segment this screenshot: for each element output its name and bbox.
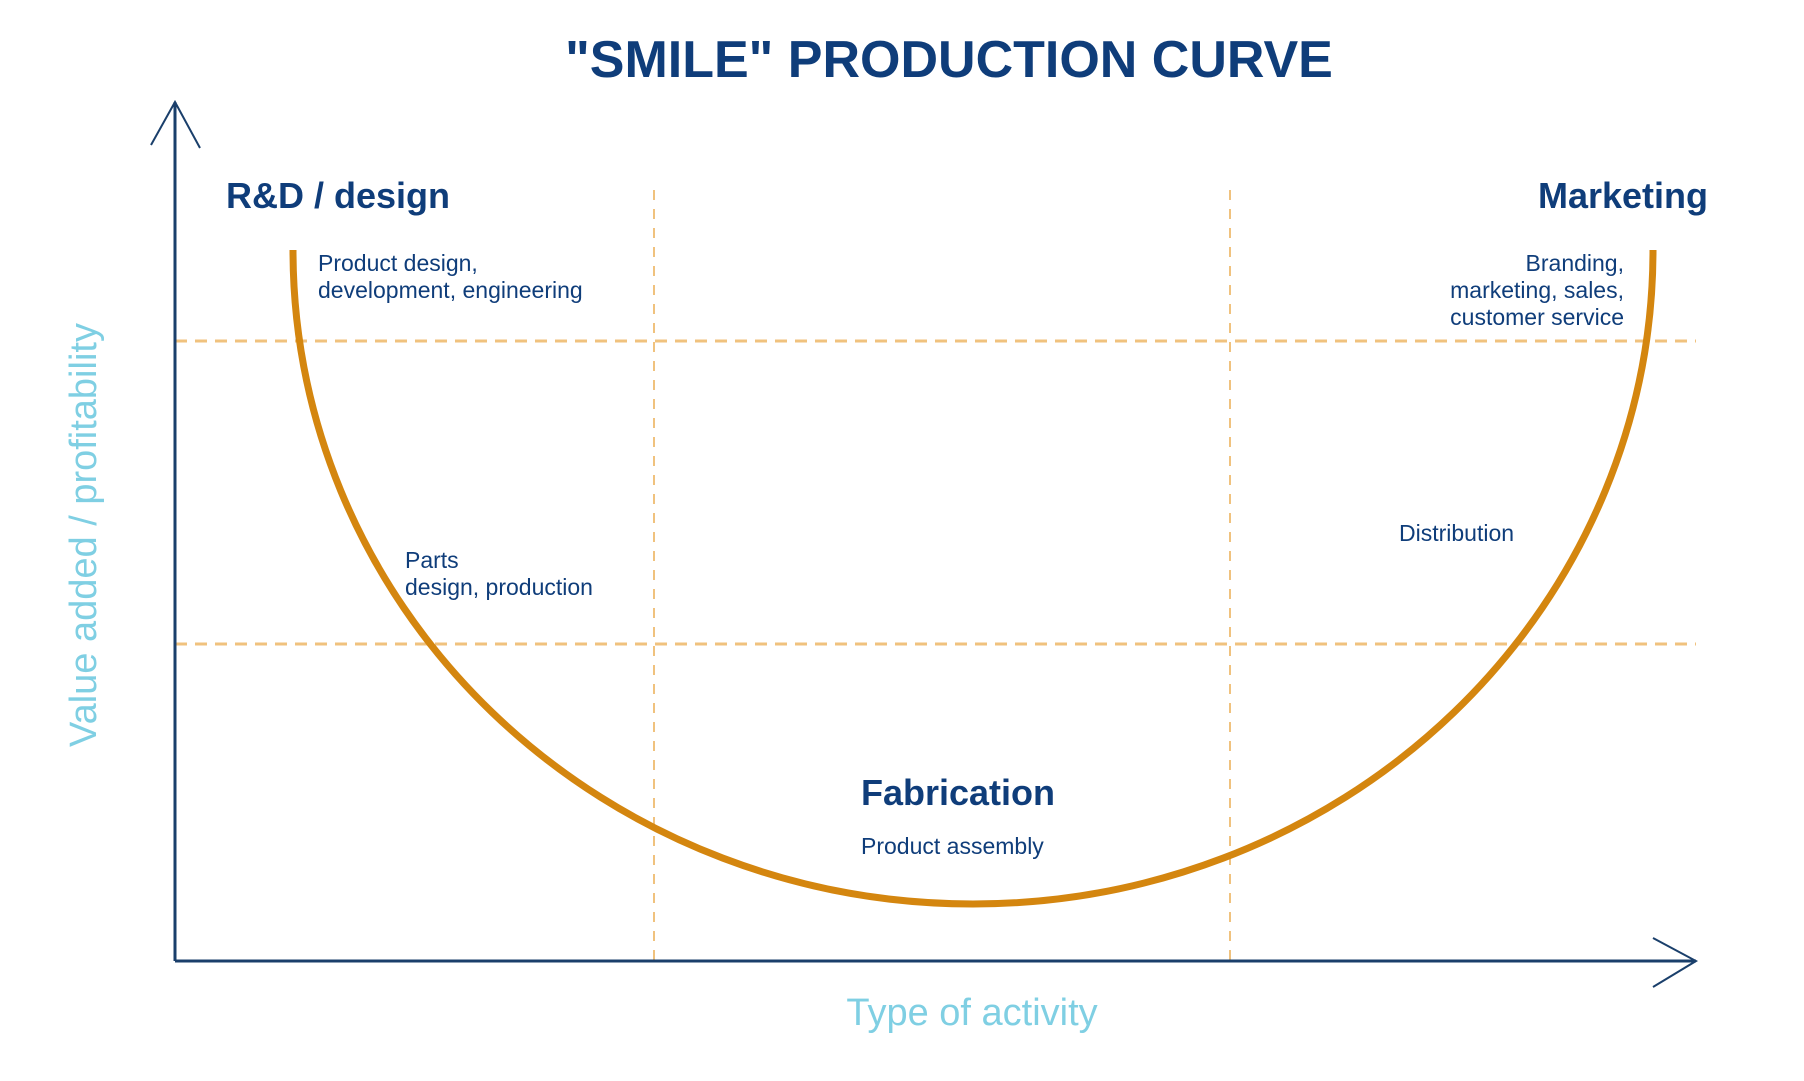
marketing-heading: Marketing	[1537, 175, 1708, 216]
marketing-detail: Branding, marketing, sales, customer ser…	[1450, 250, 1624, 330]
grid-lines	[175, 190, 1696, 960]
chart-title: "SMILE" PRODUCTION CURVE	[565, 31, 1333, 89]
fabrication-detail: Product assembly	[861, 833, 1044, 859]
smile-curve	[289, 249, 1657, 908]
axes	[150, 99, 1699, 988]
fabrication-heading: Fabrication	[861, 772, 1056, 813]
rd-design-detail: Product design, development, engineering	[318, 250, 583, 303]
x-axis-label: Type of activity	[846, 992, 1098, 1034]
y-axis-label: Value added / profitability	[63, 323, 105, 747]
distribution-detail: Distribution	[1399, 520, 1515, 546]
parts-detail: Parts design, production	[405, 547, 593, 600]
y-axis-arrow-icon	[150, 99, 201, 149]
x-axis-arrow-icon	[1652, 937, 1699, 988]
rd-design-heading: R&D / design	[226, 175, 451, 216]
